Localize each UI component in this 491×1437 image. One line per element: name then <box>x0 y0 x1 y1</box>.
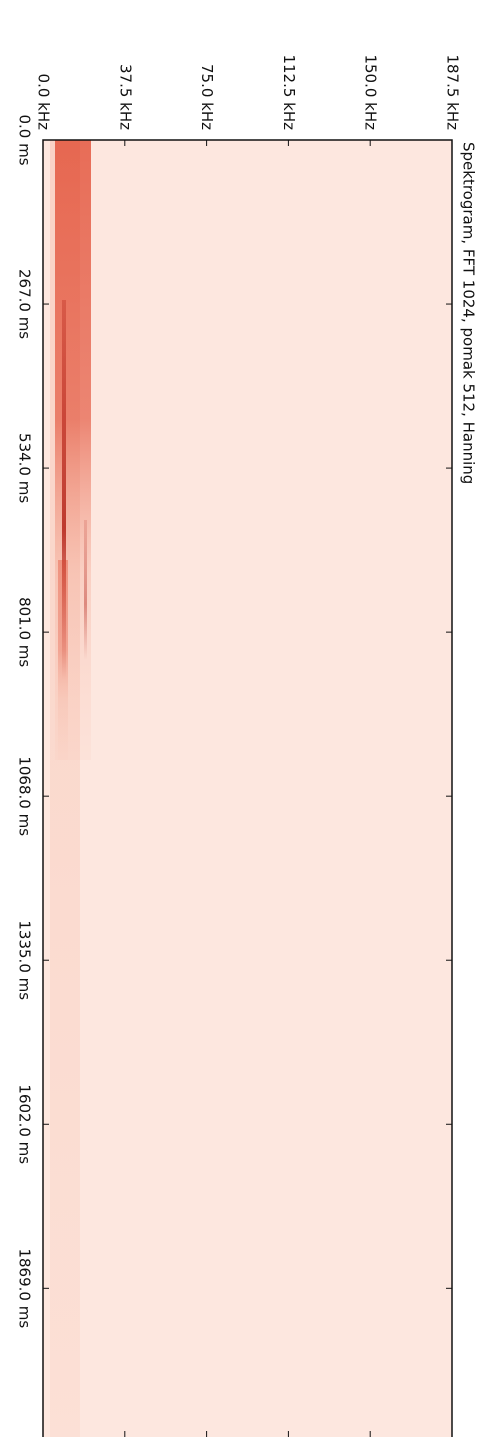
heat-streak <box>84 520 87 660</box>
y-tick-label: 267.0 ms <box>16 269 34 339</box>
x-tick-label: 112.5 kHz <box>280 54 298 130</box>
y-tick-label: 534.0 ms <box>16 433 34 503</box>
y-tick-label: 1869.0 ms <box>16 1248 34 1328</box>
plot-frame <box>42 139 453 1437</box>
heat-streak <box>62 300 66 680</box>
y-tick-label: 1335.0 ms <box>16 920 34 1000</box>
heat-tail <box>58 560 68 760</box>
x-tick-label: 75.0 kHz <box>198 64 216 130</box>
y-tick-label: 1602.0 ms <box>16 1084 34 1164</box>
x-tick-label: 150.0 kHz <box>362 54 380 130</box>
y-tick-label: 0.0 ms <box>16 114 34 165</box>
plot-background <box>43 140 452 1437</box>
x-tick-label: 187.5 kHz <box>444 54 462 130</box>
chart-title: Spektrogram, FFT 1024, pomak 512, Hannin… <box>460 142 478 484</box>
y-tick-label: 1068.0 ms <box>16 756 34 836</box>
y-tick-label: 801.0 ms <box>16 597 34 667</box>
x-tick-label: 0.0 kHz <box>35 74 53 131</box>
x-tick-label: 37.5 kHz <box>116 64 134 130</box>
